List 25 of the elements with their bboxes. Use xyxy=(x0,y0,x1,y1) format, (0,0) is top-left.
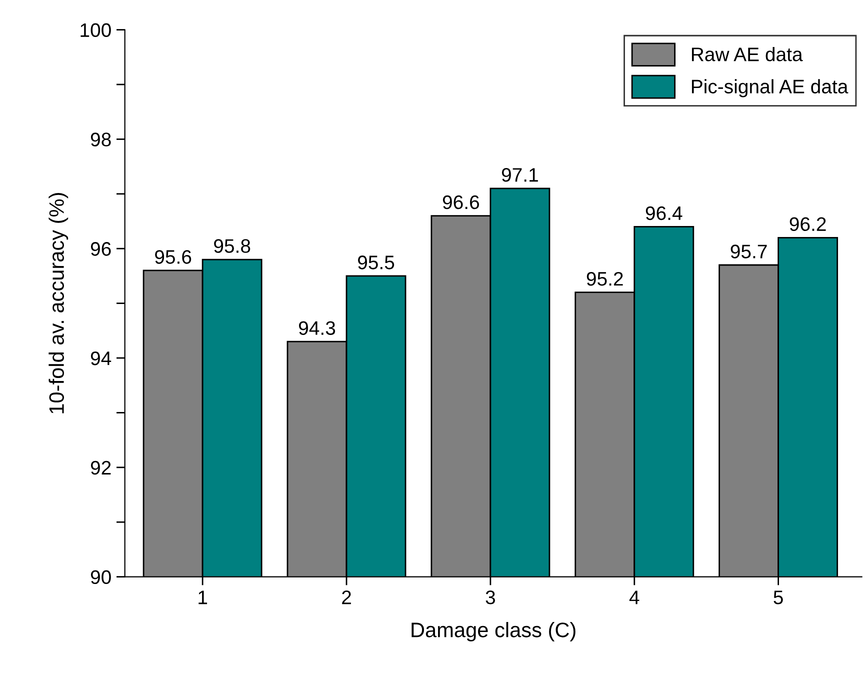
y-tick-label: 96 xyxy=(90,242,111,256)
data-label: 95.6 xyxy=(155,250,192,264)
x-tick-label: 2 xyxy=(342,590,351,604)
data-label: 97.1 xyxy=(502,168,538,182)
data-label: 95.5 xyxy=(358,256,394,270)
legend-label: Raw AE data xyxy=(692,47,803,62)
y-tick-label: 100 xyxy=(80,23,111,38)
data-label: 94.3 xyxy=(298,321,336,335)
data-label: 95.2 xyxy=(586,272,623,286)
x-tick-label: 1 xyxy=(198,590,208,604)
data-label: 95.7 xyxy=(730,244,767,258)
x-tick-label: 3 xyxy=(486,590,495,604)
data-label: 96.4 xyxy=(646,206,682,220)
y-axis-title: 10-fold av. accuracy (%) xyxy=(48,193,68,414)
x-tick-label: 4 xyxy=(629,590,640,604)
x-tick-label: 5 xyxy=(774,590,783,604)
y-tick-label: 90 xyxy=(90,570,111,584)
data-label: 96.2 xyxy=(790,217,826,232)
data-label: 95.8 xyxy=(214,239,250,253)
data-label: 96.6 xyxy=(442,195,480,210)
y-tick-label: 92 xyxy=(90,460,111,475)
x-axis-title: Damage class (C) xyxy=(412,622,576,642)
y-tick-label: 98 xyxy=(90,132,111,146)
y-tick-label: 94 xyxy=(90,351,112,366)
legend-label: Pic-signal AE data xyxy=(692,79,848,98)
